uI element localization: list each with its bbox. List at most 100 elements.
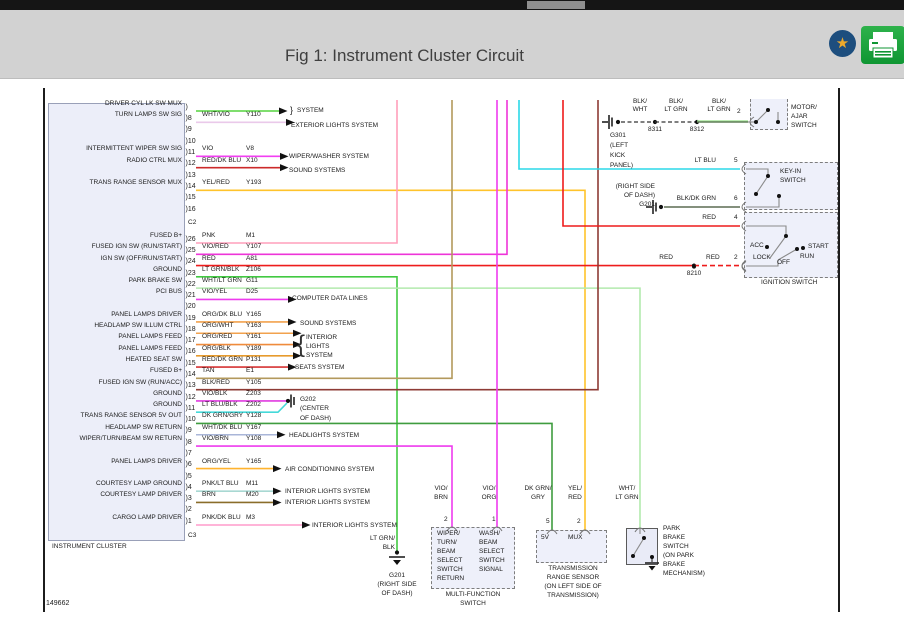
component-name: PARK xyxy=(663,524,681,532)
connector xyxy=(491,526,503,532)
wire xyxy=(632,537,645,557)
arrowhead xyxy=(279,107,288,115)
instrument-cluster-box xyxy=(48,103,185,541)
arrowhead xyxy=(293,352,302,360)
circuit-code-label: Y163 xyxy=(246,322,262,330)
ground-label: PANEL) xyxy=(610,161,633,169)
pin-stub: )22 xyxy=(185,280,196,288)
pin-stub: )1 xyxy=(185,517,192,525)
terminal-label: WASH/ xyxy=(479,529,501,537)
component-name: SWITCH xyxy=(663,542,689,550)
component-name: AJAR xyxy=(791,112,808,120)
circuit-code-label: M20 xyxy=(246,491,259,499)
wire-color-label: LT BLU xyxy=(694,156,716,164)
splice-dot xyxy=(285,398,291,404)
splice-dot xyxy=(631,554,635,558)
terminal-label: BEAM xyxy=(437,547,456,555)
pin-stub: )16 xyxy=(185,205,196,213)
wire xyxy=(196,287,641,528)
scrollbar-thumb[interactable] xyxy=(527,1,585,9)
pin-stub: )16 xyxy=(185,348,196,356)
wire-color-label: WHT/VIO xyxy=(202,111,230,119)
wire-color-label: VIO/BRN xyxy=(202,435,229,442)
connector-label: C3 xyxy=(188,531,197,539)
wire xyxy=(746,168,769,176)
terminal-label: SWITCH xyxy=(437,565,463,573)
splice-dot xyxy=(765,245,769,249)
cluster-pin-label: IGN SW (OFF/RUN/START) xyxy=(100,254,182,262)
wire-color-label: LT GRN xyxy=(707,105,731,113)
cluster-pin-label: PANEL LAMPS FEED xyxy=(118,333,182,341)
cluster-pin-label: CARGO LAMP DRIVER xyxy=(112,513,182,521)
system-label: SYSTEM xyxy=(297,106,324,114)
circuit-code-label: Y165 xyxy=(246,310,262,318)
trans-range-sensor-box xyxy=(536,530,607,563)
component-name: BRAKE xyxy=(663,533,686,541)
splice-dot xyxy=(754,120,758,124)
system-label: EXTERIOR LIGHTS SYSTEM xyxy=(291,122,379,130)
wire-color-label: LT GRN xyxy=(664,105,688,113)
pin-number: 2 xyxy=(577,517,581,525)
terminal-label: SELECT xyxy=(479,547,505,555)
wire-color-label: BLK/DK GRN xyxy=(676,194,716,202)
pin-stub: )3 xyxy=(185,495,192,503)
wire-color-label: DK GRN/GRY xyxy=(202,412,244,420)
wire-color-label: BLK/ xyxy=(632,97,648,105)
pin-number: 1 xyxy=(492,515,496,523)
pin-number: 2 xyxy=(444,515,448,523)
pin-stub: )13 xyxy=(185,382,196,390)
star-icon: ★ xyxy=(835,35,850,52)
splice-label: 8312 xyxy=(689,125,705,133)
terminal-label: SWITCH xyxy=(479,556,505,564)
print-button[interactable] xyxy=(861,26,904,64)
arrowhead xyxy=(293,329,302,337)
cluster-pin-label: COURTESY LAMP GROUND xyxy=(96,480,182,488)
terminal-label: TURN/ xyxy=(437,538,457,546)
pin-stub: )4 xyxy=(185,483,192,491)
wire-color-label: RED/DK BLU xyxy=(202,156,242,164)
wire xyxy=(196,402,288,414)
wire-color-label: DK GRN/ xyxy=(524,484,552,492)
wire xyxy=(196,100,599,391)
pin-stub: )20 xyxy=(185,303,196,311)
component-name: RANGE SENSOR xyxy=(546,573,600,581)
wire-color-label: ORG/RED xyxy=(202,333,233,341)
wire xyxy=(562,100,740,227)
pin-stub: )7 xyxy=(185,449,192,457)
circuit-code-label: G11 xyxy=(246,277,258,285)
connector xyxy=(741,261,747,273)
circuit-code-label: Y110 xyxy=(246,111,261,119)
arrowhead xyxy=(277,431,286,439)
wire-color-label: BLK/ xyxy=(668,97,684,105)
wire-color-label: VIO/BLK xyxy=(202,389,228,397)
cluster-pin-label: PANEL LAMPS DRIVER xyxy=(111,310,182,318)
circuit-code-label: Z203 xyxy=(246,389,261,397)
wire xyxy=(196,422,553,530)
ground-label: G202 xyxy=(300,395,316,403)
cluster-pin-label: TRANS RANGE SENSOR MUX xyxy=(89,179,182,187)
arrowhead xyxy=(280,152,289,160)
connector xyxy=(741,163,747,175)
pin-stub: )14 xyxy=(185,182,196,190)
pin-stub: )26 xyxy=(185,235,196,243)
cluster-pin-label: HEADLAMP SW RETURN xyxy=(105,423,182,431)
splice-label: 8311 xyxy=(648,125,662,133)
pin-stub: )6 xyxy=(185,461,192,469)
ground-label: (RIGHT SIDE xyxy=(615,182,655,190)
arrowhead xyxy=(302,521,311,529)
pin-stub: )25 xyxy=(185,246,196,254)
switch-position-label: OFF xyxy=(777,258,790,266)
wire xyxy=(746,225,787,234)
terminal-label: RETURN xyxy=(437,574,465,582)
wire-color-label: PNK xyxy=(202,231,216,239)
pin-stub: )10 xyxy=(185,137,196,145)
pin-number: 2 xyxy=(734,253,738,261)
switch-position-label: START xyxy=(808,242,829,250)
cluster-pin-label: HEADLAMP SW ILLUM CTRL xyxy=(94,322,182,330)
wire-color-label: PNK/LT BLU xyxy=(202,480,239,488)
wire-color-label: BLK xyxy=(382,543,395,551)
wire-color-label: WHT/ xyxy=(618,484,636,492)
favorite-button[interactable]: ★ xyxy=(829,30,856,57)
connector xyxy=(741,201,747,213)
pin-stub: )15 xyxy=(185,359,196,367)
